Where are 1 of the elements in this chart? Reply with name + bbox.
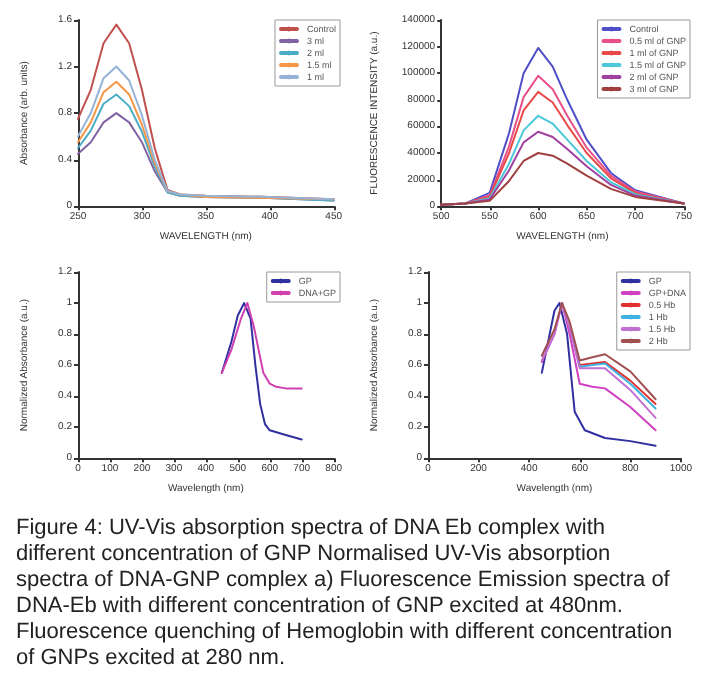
caption: Figure 4: UV-Vis absorption spectra of DNA Eb complex with different concentration of GNP Normalised UV-Vis absorption spectra of DNA-GNP complex a) Fluorescence Emission spectra of DNA-Eb with different concentration of GNP excited at 480nm. Fluorescence quenching of Hemoglobin with different concentration of GNPs excited at 280 nm. xyxy=(16,516,675,672)
